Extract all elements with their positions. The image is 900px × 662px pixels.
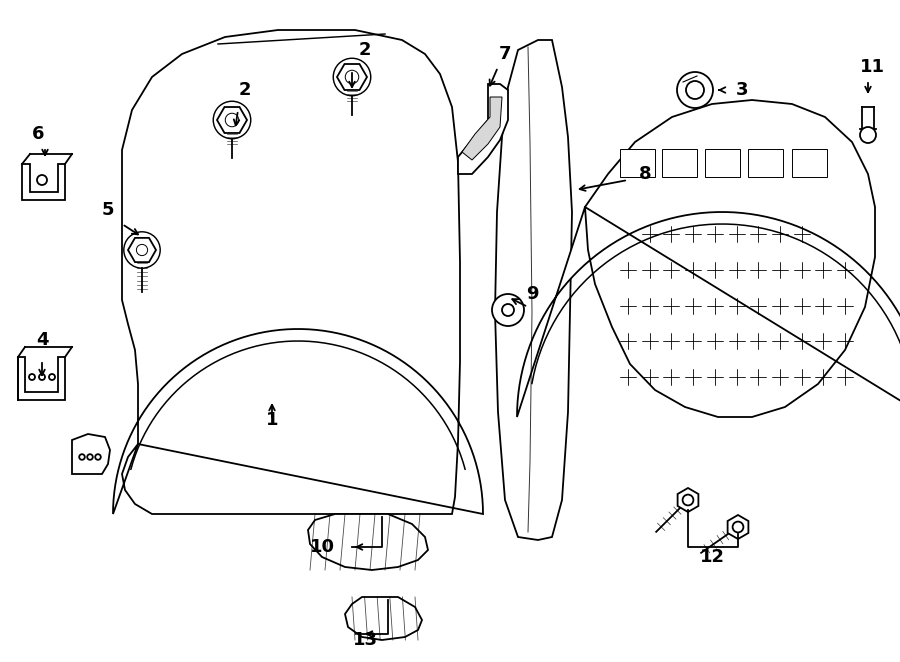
Circle shape	[333, 58, 371, 96]
Polygon shape	[128, 238, 156, 262]
Circle shape	[225, 113, 238, 126]
Text: 13: 13	[353, 631, 377, 649]
Circle shape	[137, 244, 148, 256]
Polygon shape	[705, 149, 740, 177]
Circle shape	[39, 374, 45, 380]
Circle shape	[860, 127, 876, 143]
Polygon shape	[620, 149, 655, 177]
Circle shape	[502, 304, 514, 316]
Circle shape	[213, 101, 251, 139]
Circle shape	[677, 72, 713, 108]
Text: 1: 1	[266, 411, 278, 429]
Text: 4: 4	[36, 331, 49, 349]
Text: 12: 12	[699, 548, 725, 566]
Polygon shape	[678, 488, 698, 512]
Text: 7: 7	[499, 45, 511, 63]
Circle shape	[29, 374, 35, 380]
Circle shape	[124, 232, 160, 268]
Polygon shape	[662, 149, 697, 177]
Circle shape	[95, 454, 101, 460]
Polygon shape	[72, 434, 110, 474]
Polygon shape	[337, 64, 367, 90]
Polygon shape	[308, 514, 428, 570]
Polygon shape	[217, 107, 247, 133]
Text: 3: 3	[736, 81, 748, 99]
Circle shape	[49, 374, 55, 380]
Text: 10: 10	[310, 538, 335, 556]
Circle shape	[492, 294, 524, 326]
Circle shape	[346, 70, 359, 84]
Circle shape	[686, 81, 704, 99]
Polygon shape	[517, 100, 900, 417]
Text: 2: 2	[359, 41, 372, 59]
Polygon shape	[495, 40, 572, 540]
Text: 11: 11	[860, 58, 885, 76]
Circle shape	[87, 454, 93, 460]
Circle shape	[733, 522, 743, 532]
Polygon shape	[792, 149, 827, 177]
Text: 5: 5	[102, 201, 114, 219]
Polygon shape	[727, 515, 749, 539]
Text: 6: 6	[32, 125, 44, 143]
Polygon shape	[113, 30, 483, 514]
Circle shape	[79, 454, 85, 460]
Circle shape	[37, 175, 47, 185]
Polygon shape	[345, 597, 422, 640]
Polygon shape	[462, 97, 502, 160]
Text: 8: 8	[639, 165, 652, 183]
Circle shape	[682, 495, 693, 505]
Polygon shape	[18, 357, 65, 400]
Polygon shape	[22, 164, 65, 200]
Text: 9: 9	[526, 285, 538, 303]
Polygon shape	[458, 84, 508, 174]
Polygon shape	[748, 149, 783, 177]
Text: 2: 2	[238, 81, 251, 99]
